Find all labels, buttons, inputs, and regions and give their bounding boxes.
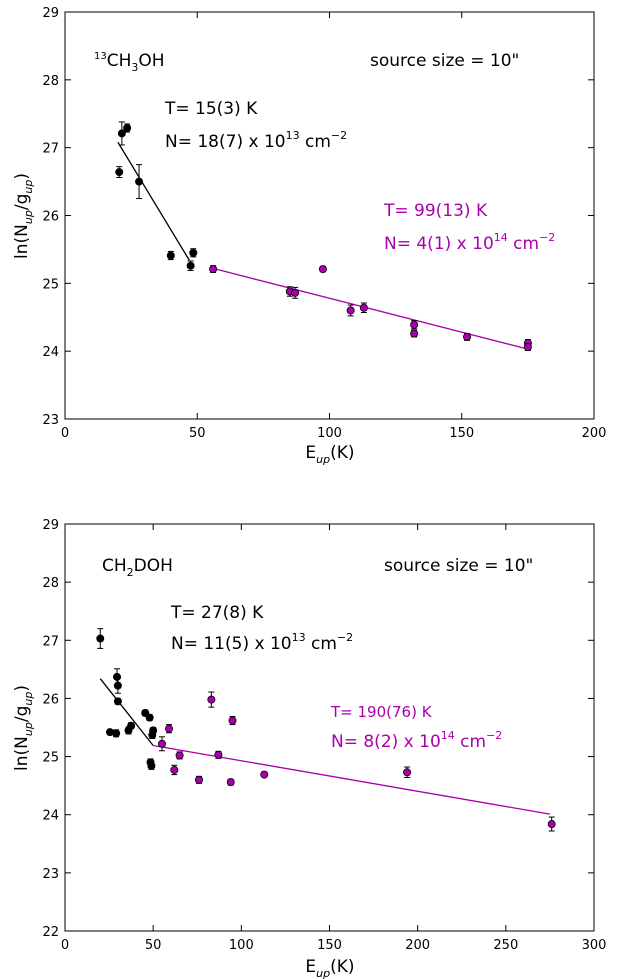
x-axis-label: Eup(K) bbox=[305, 957, 354, 979]
x-tick-label: 100 bbox=[229, 938, 254, 953]
y-tick-label: 23 bbox=[42, 867, 59, 882]
plot-area: 0 50 100 150 200 23 24 25 26 27 28 29 bbox=[42, 6, 606, 441]
data-point bbox=[115, 168, 124, 177]
fit-cold-line bbox=[99, 678, 154, 746]
fit-warm-temperature: T= 190(76) K bbox=[330, 703, 433, 721]
x-axis-label: Eup(K) bbox=[305, 443, 354, 466]
data-point bbox=[113, 697, 122, 706]
x-tick-label: 200 bbox=[405, 938, 430, 953]
species-label: 13CH3OH bbox=[94, 51, 165, 74]
species-label: CH2DOH bbox=[102, 556, 173, 579]
fit-cold-temperature: T= 15(3) K bbox=[164, 99, 258, 119]
fit-warm-line bbox=[212, 267, 529, 350]
panel-13ch3oh: 0 50 100 150 200 23 24 25 26 27 28 29 13CH3OH sourc… bbox=[12, 6, 606, 466]
x-tick-label: 50 bbox=[189, 426, 206, 441]
data-point bbox=[113, 681, 122, 690]
data-point bbox=[228, 716, 237, 725]
data-point bbox=[149, 726, 158, 735]
data-point bbox=[291, 288, 300, 297]
data-point bbox=[96, 634, 105, 643]
data-point bbox=[359, 303, 368, 312]
x-tick-label: 250 bbox=[493, 938, 518, 953]
data-point bbox=[147, 761, 156, 770]
y-tick-label: 27 bbox=[42, 634, 59, 649]
y-tick-label: 29 bbox=[42, 518, 59, 533]
plot-frame bbox=[64, 523, 595, 932]
y-tick-label: 29 bbox=[42, 6, 59, 21]
source-size-label: source size = 10" bbox=[370, 51, 519, 71]
y-tick-label: 23 bbox=[42, 413, 59, 428]
data-point bbox=[523, 343, 532, 352]
x-tick-label: 100 bbox=[317, 426, 342, 441]
x-tick-label: 0 bbox=[61, 426, 69, 441]
y-axis-label: ln(Nup/gup) bbox=[12, 173, 35, 259]
data-point bbox=[410, 320, 419, 329]
fit-cold-column-density: N= 18(7) x 1013 cm−2 bbox=[165, 129, 347, 152]
y-tick-label: 24 bbox=[42, 809, 59, 824]
data-point bbox=[123, 123, 132, 132]
plot-frame bbox=[64, 11, 595, 420]
data-point bbox=[117, 129, 126, 138]
data-point bbox=[207, 695, 216, 704]
fit-cold-column-density: N= 11(5) x 1013 cm−2 bbox=[171, 631, 353, 654]
data-point bbox=[113, 672, 122, 681]
x-tick-label: 150 bbox=[449, 426, 474, 441]
x-tick-label: 200 bbox=[582, 426, 607, 441]
data-point bbox=[463, 332, 472, 341]
y-tick-label: 24 bbox=[42, 345, 59, 360]
fit-cold-temperature: T= 27(8) K bbox=[170, 603, 264, 623]
x-tick-label: 150 bbox=[317, 938, 342, 953]
data-point bbox=[403, 768, 412, 777]
data-point bbox=[135, 177, 144, 186]
y-tick-label: 28 bbox=[42, 74, 59, 89]
data-point bbox=[260, 770, 269, 779]
fit-warm-column-density: N= 4(1) x 1014 cm−2 bbox=[384, 231, 555, 254]
source-size-label: source size = 10" bbox=[384, 556, 533, 576]
data-point bbox=[145, 713, 154, 722]
y-tick-label: 28 bbox=[42, 576, 59, 591]
y-tick-label: 26 bbox=[42, 692, 59, 707]
data-point bbox=[410, 329, 419, 338]
y-tick-label: 27 bbox=[42, 142, 59, 157]
plot-area: 0 50 100 150 200 250 300 22 23 24 25 26 27 28 29 bbox=[42, 518, 606, 953]
y-tick-label: 25 bbox=[42, 277, 59, 292]
data-point bbox=[170, 765, 179, 774]
x-tick-label: 300 bbox=[582, 938, 607, 953]
data-point bbox=[209, 265, 218, 274]
y-tick-label: 22 bbox=[42, 925, 59, 940]
data-point bbox=[175, 751, 184, 760]
data-point bbox=[157, 739, 166, 748]
data-point bbox=[547, 820, 556, 829]
fit-warm-column-density: N= 8(2) x 1014 cm−2 bbox=[331, 729, 502, 752]
data-point bbox=[214, 750, 223, 759]
data-point bbox=[166, 251, 175, 260]
y-tick-label: 26 bbox=[42, 210, 59, 225]
fit-cold-line bbox=[117, 141, 190, 261]
data-point bbox=[195, 775, 204, 784]
fit-warm-line bbox=[153, 744, 551, 815]
y-tick-label: 25 bbox=[42, 751, 59, 766]
data-point bbox=[165, 724, 174, 733]
data-point bbox=[186, 261, 195, 270]
data-point bbox=[112, 729, 121, 738]
data-point bbox=[127, 721, 136, 730]
data-point bbox=[189, 248, 198, 257]
x-tick-label: 50 bbox=[145, 938, 162, 953]
data-point bbox=[346, 306, 355, 315]
data-point bbox=[318, 265, 327, 274]
data-point bbox=[226, 778, 235, 787]
x-tick-label: 0 bbox=[61, 938, 69, 953]
panel-ch2doh: 0 50 100 150 200 250 300 22 23 24 25 26 27 28 29 CH2DO… bbox=[12, 518, 606, 979]
fit-warm-temperature: T= 99(13) K bbox=[383, 201, 488, 221]
y-axis-label: ln(Nup/gup) bbox=[12, 685, 35, 771]
